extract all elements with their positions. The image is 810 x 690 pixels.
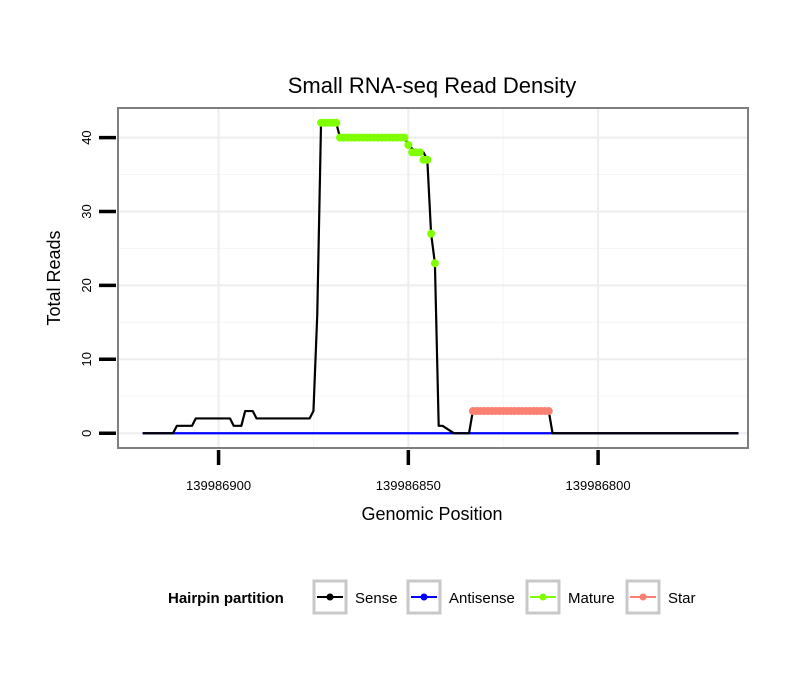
- legend: Hairpin partition Sense Antisense Mature St…: [168, 579, 696, 615]
- legend-key-point: [539, 593, 547, 601]
- legend-label: Sense: [355, 590, 398, 607]
- legend-key-point: [420, 593, 428, 601]
- data-point-star: [544, 407, 553, 416]
- legend-entry-star: Star: [625, 579, 696, 615]
- series-layer: [142, 118, 739, 435]
- x-tick-label: 139986800: [566, 478, 631, 493]
- x-tick-label: 139986850: [376, 478, 441, 493]
- data-point-mature: [423, 155, 432, 164]
- x-tick-label: 139986900: [186, 478, 251, 493]
- data-point-mature: [430, 259, 439, 268]
- plot-panel-border: [117, 107, 749, 449]
- legend-label: Antisense: [449, 590, 515, 607]
- legend-entry-antisense: Antisense: [406, 579, 515, 615]
- legend-entry-sense: Sense: [312, 579, 398, 615]
- y-tick-label: 10: [79, 352, 94, 366]
- x-axis-title: Genomic Position: [361, 504, 502, 524]
- chart-title: Small RNA-seq Read Density: [288, 73, 577, 98]
- legend-label: Star: [668, 590, 696, 607]
- y-tick-label: 30: [79, 204, 94, 218]
- y-tick-label: 40: [79, 130, 94, 144]
- y-tick-label: 0: [79, 430, 94, 437]
- legend-key-point: [326, 593, 334, 601]
- axes: 139986900 139986850 139986800 0 10 20 30 40: [79, 130, 631, 493]
- data-point-mature: [404, 140, 413, 149]
- legend-title: Hairpin partition: [168, 590, 284, 607]
- legend-key-point: [639, 593, 647, 601]
- legend-label: Mature: [568, 590, 615, 607]
- data-point-mature: [427, 229, 436, 238]
- data-point-mature: [415, 148, 424, 157]
- legend-entry-mature: Mature: [525, 579, 615, 615]
- y-tick-label: 20: [79, 278, 94, 292]
- data-point-mature: [332, 118, 341, 127]
- y-axis-title: Total Reads: [44, 230, 64, 325]
- data-point-mature: [400, 133, 409, 142]
- plot-background: [118, 108, 748, 448]
